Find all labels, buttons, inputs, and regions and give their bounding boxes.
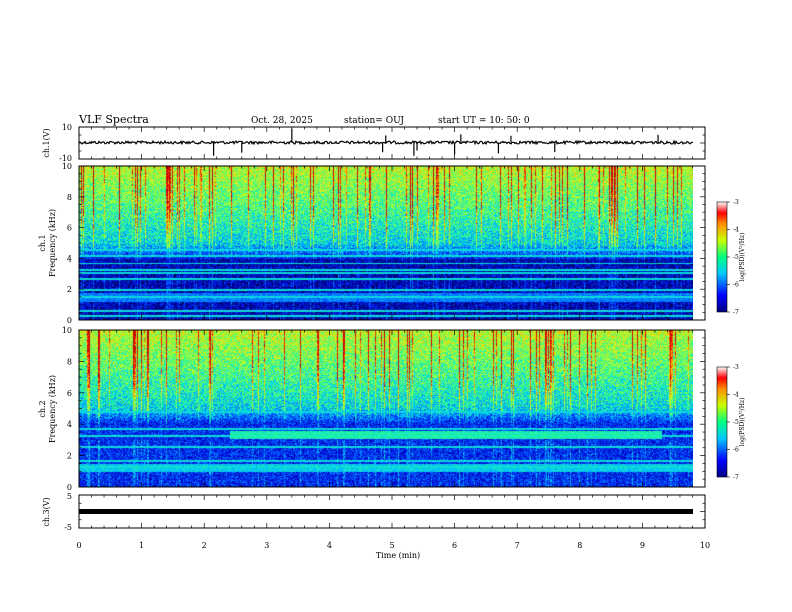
colorbar-tick-label: -4 bbox=[733, 392, 739, 399]
station-label: station= OUJ bbox=[344, 116, 404, 126]
ch2-spec-ylabel: Frequency (kHz) bbox=[48, 375, 57, 443]
ch1-waveform-line bbox=[78, 139, 694, 146]
ch1-colorbar: -3 -4 -5 -6 -7 log(PSD)(V²/Hz) bbox=[716, 199, 746, 316]
y-tick-label: 6 bbox=[67, 389, 72, 398]
y-tick-label: 0 bbox=[67, 316, 72, 325]
y-tick-label: 10 bbox=[62, 162, 72, 171]
ch2-spec-channel-label: ch.2 bbox=[38, 400, 47, 417]
y-tick-label: 10 bbox=[62, 326, 72, 335]
y-tick-label: 4 bbox=[67, 254, 72, 263]
y-tick-label: 8 bbox=[67, 193, 72, 202]
y-tick-label: 8 bbox=[67, 357, 72, 366]
ch2-spectrogram-panel: 0 2 4 6 8 10 ch.2 Frequency (kHz) bbox=[38, 326, 706, 492]
y-tick-label: 4 bbox=[67, 420, 72, 429]
x-tick-label: 9 bbox=[640, 541, 645, 550]
date-label: Oct. 28, 2025 bbox=[251, 116, 313, 126]
colorbar-tick-label: -6 bbox=[733, 282, 739, 289]
colorbar-tick-label: -7 bbox=[733, 309, 739, 316]
ch3-waveform-panel: 5 -5 ch.3(V) 0 1 2 3 4 5 6 7 8 9 10 Time (min) bbox=[42, 492, 710, 560]
x-tick-label: 6 bbox=[452, 541, 457, 550]
y-tick-label: 6 bbox=[67, 224, 72, 233]
colorbar-tick-label: -4 bbox=[733, 227, 739, 234]
ch1-spec-channel-label: ch.1 bbox=[38, 234, 47, 251]
ch2-colorbar-label: log(PSD)(V²/Hz) bbox=[739, 398, 746, 447]
ch1-waveform-ylabel: ch.1(V) bbox=[42, 128, 51, 157]
x-axis-label: Time (min) bbox=[376, 551, 420, 560]
x-tick-label: 1 bbox=[139, 541, 144, 550]
y-tick-label: 2 bbox=[67, 285, 72, 294]
ch1-y-tick-bottom: -10 bbox=[59, 154, 72, 163]
colorbar-tick-label: -5 bbox=[733, 254, 739, 261]
ch1-waveform-trace bbox=[78, 128, 694, 156]
ch3-y-tick-bottom: -5 bbox=[64, 523, 72, 532]
ch1-colorbar-label: log(PSD)(V²/Hz) bbox=[739, 233, 746, 282]
colorbar-tick-label: -3 bbox=[733, 199, 739, 206]
ch1-waveform-panel: 10 -10 ch.1(V) bbox=[42, 123, 706, 163]
ch3-waveform-trace bbox=[79, 509, 693, 514]
x-tick-label: 7 bbox=[515, 541, 520, 550]
y-tick-label: 2 bbox=[67, 452, 72, 461]
ch1-spec-ylabel: Frequency (kHz) bbox=[48, 209, 57, 277]
x-tick-label: 5 bbox=[389, 541, 394, 550]
x-tick-label: 4 bbox=[327, 541, 332, 550]
x-tick-label: 8 bbox=[577, 541, 582, 550]
chart-title: VLF Spectra bbox=[78, 113, 149, 126]
x-tick-label: 10 bbox=[700, 541, 710, 550]
x-tick-label: 0 bbox=[76, 541, 81, 550]
colorbar-tick-label: -6 bbox=[733, 447, 739, 454]
start-time-label: start UT = 10: 50: 0 bbox=[438, 116, 530, 126]
y-tick-label: 0 bbox=[67, 483, 72, 492]
x-tick-label: 3 bbox=[264, 541, 269, 550]
ch2-colorbar: -3 -4 -5 -6 -7 log(PSD)(V²/Hz) bbox=[716, 364, 746, 481]
ch1-y-tick-top: 10 bbox=[62, 123, 72, 132]
colorbar-tick-label: -5 bbox=[733, 419, 739, 426]
ch1-spectrogram-panel: 0 2 4 6 8 10 ch.1 Frequency (kHz) bbox=[38, 162, 706, 325]
colorbar-tick-label: -7 bbox=[733, 474, 739, 481]
ch3-y-tick-top: 5 bbox=[67, 492, 72, 501]
colorbar-tick-label: -3 bbox=[733, 364, 739, 371]
x-tick-label: 2 bbox=[202, 541, 207, 550]
ch3-waveform-ylabel: ch.3(V) bbox=[42, 497, 51, 526]
